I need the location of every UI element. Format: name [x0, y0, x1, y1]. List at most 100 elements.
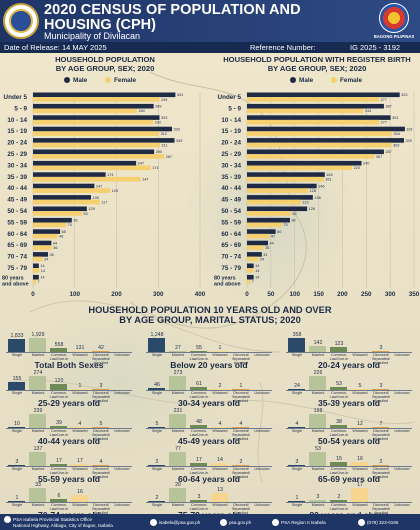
marital-category-label: Unknown — [254, 391, 270, 395]
marital-category-label: Married — [311, 467, 325, 471]
marital-value-single: 1,833 — [10, 332, 24, 339]
right-chart-label-male: 240 — [363, 162, 369, 166]
marital-category-label: Married — [31, 467, 45, 471]
marital-value-widowed: 17 — [357, 482, 363, 488]
left-chart-bar-male — [33, 229, 61, 234]
marital-value-widowed: 16 — [357, 455, 363, 462]
left-chart-label-female: 14 — [41, 269, 45, 273]
left-chart-label-male: 339 — [176, 139, 182, 143]
left-chart-category-label: 50 - 54 — [7, 208, 27, 215]
marital-value-married: 3 — [316, 493, 320, 500]
legend-male-label: Male — [73, 77, 88, 84]
marital-bar-divorced — [92, 351, 109, 352]
marital-category-label: Divorced/ Separated/ Annulled — [91, 391, 111, 403]
marital-panel-caption: 25-29 years old — [37, 398, 101, 408]
left-chart-category-label: 60 - 64 — [7, 231, 27, 238]
marital-panel-caption: 40-44 years old — [37, 436, 101, 446]
left-chart-category-label: 45 - 49 — [7, 197, 27, 204]
marital-bar-married — [29, 338, 46, 352]
email-icon — [150, 519, 157, 526]
footer-facebook[interactable]: PSA Region II Isabela — [272, 519, 326, 526]
right-chart-label-female: 14 — [255, 269, 259, 273]
right-chart-label-female: 47 — [271, 235, 275, 239]
marital-category-label: Single — [151, 467, 163, 471]
marital-baseline — [146, 390, 272, 391]
marital-category-label: Unknown — [254, 429, 270, 433]
marital-category-label: Married — [311, 503, 325, 507]
marital-category-label: Widowed — [72, 429, 88, 433]
right-chart-category-label: 65 - 69 — [221, 242, 241, 249]
left-chart-bar-male — [33, 160, 137, 166]
right-chart-label-female: 24 — [260, 257, 264, 261]
marital-value-common_law: 123 — [334, 341, 344, 348]
left-chart-bar-male — [33, 115, 160, 120]
right-chart-label-female: 267 — [376, 155, 382, 159]
right-chart-label-male: 14 — [255, 276, 259, 280]
footer-site[interactable]: psa.gov.ph — [220, 519, 251, 526]
marital-panel: 4 Single 198 Married 38 Common-Law/Live-in 12 W… — [284, 404, 414, 448]
left-chart-bar-male — [33, 195, 92, 200]
marital-value-common_law: 61 — [196, 380, 202, 387]
left-chart-bar-male — [33, 240, 52, 246]
marital-value-married: 274 — [33, 370, 43, 376]
right-chart-label-male: 287 — [385, 150, 391, 154]
marital-bar-common_law — [330, 500, 347, 502]
marital-value-common_law: 38 — [336, 419, 342, 426]
marital-value-divorced: 5 — [99, 421, 103, 427]
marital-bar-married — [169, 376, 186, 390]
left-chart-label-male: 247 — [138, 162, 144, 166]
marital-bar-widowed — [71, 495, 88, 502]
right-chart-category-label: 60 - 64 — [221, 231, 241, 238]
right-chart-xtick: 100 — [289, 291, 300, 298]
marital-category-label: Single — [291, 429, 303, 433]
marital-bar-married — [169, 452, 186, 466]
marital-value-divorced: 1 — [239, 383, 243, 389]
right-chart-label-female: 35 — [265, 246, 269, 250]
marital-baseline — [286, 466, 412, 467]
marital-section-title: HOUSEHOLD POPULATION 10 YEARS OLD AND OV… — [0, 305, 420, 325]
marital-panel: 3 Single 53 Married 15 Common-Law/Live-in 16 Wi… — [284, 442, 414, 486]
marital-bar-single — [8, 427, 25, 428]
left-chart-label-male: 14 — [40, 264, 44, 268]
marital-value-single: 24 — [294, 382, 300, 389]
left-chart-bar-male — [33, 217, 72, 223]
right-chart-category-label-cont: and above — [214, 281, 241, 287]
right-chart-bar-female — [247, 222, 282, 228]
left-chart-category-label-cont: and above — [2, 281, 29, 287]
marital-category-label: Unknown — [114, 353, 130, 357]
marital-category-label: Common-Law/Live-in — [329, 503, 349, 511]
info-bar: Date of Release: 14 MAY 2025 Reference N… — [0, 42, 420, 53]
marital-category-label: Divorced/ Separated/ Annulled — [231, 503, 251, 515]
marital-baseline — [146, 466, 272, 467]
right-chart-bar-female — [247, 233, 270, 239]
footer-email[interactable]: isabela@psa.gov.ph — [150, 519, 200, 526]
marital-value-divorced: 2 — [239, 459, 243, 465]
right-chart-bar-female — [247, 245, 264, 250]
right-chart-bar-female — [247, 154, 375, 159]
marital-panel-caption: Total Both Sexes — [34, 360, 104, 370]
right-chart-category-label: 75 - 79 — [221, 265, 241, 272]
left-chart-bar-male — [33, 172, 106, 177]
left-chart-label-female: 74 — [67, 223, 71, 227]
right-chart-title-line2: BY AGE GROUP, SEX; 2020 — [267, 63, 367, 73]
marital-title-line2: BY AGE GROUP, MARITAL STATUS; 2020 — [119, 315, 301, 325]
marital-category-label: Married — [31, 391, 45, 395]
marital-category-label: Common-Law/Live-in — [49, 353, 69, 361]
marital-value-single: 155 — [12, 376, 22, 383]
marital-baseline — [146, 352, 272, 353]
marital-bar-married — [169, 488, 186, 502]
marital-category-label: Married — [171, 467, 185, 471]
marital-value-divorced: 3 — [379, 383, 383, 389]
marital-bar-widowed — [351, 461, 368, 466]
right-chart-label-female: 304 — [394, 132, 400, 136]
marital-category-label: Unknown — [394, 429, 410, 433]
marital-category-label: Widowed — [212, 503, 228, 507]
marital-value-married: 231 — [173, 408, 183, 414]
marital-category-label: Widowed — [212, 467, 228, 471]
marital-category-label: Divorced/ Separated/ Annulled — [91, 467, 111, 479]
right-chart-label-female: 92 — [292, 212, 296, 216]
marital-value-widowed: 12 — [357, 421, 363, 427]
left-chart-bar-female — [33, 131, 160, 136]
page-title-line2: HOUSING (CPH) — [44, 17, 156, 33]
marital-value-divorced: 42 — [98, 345, 104, 351]
